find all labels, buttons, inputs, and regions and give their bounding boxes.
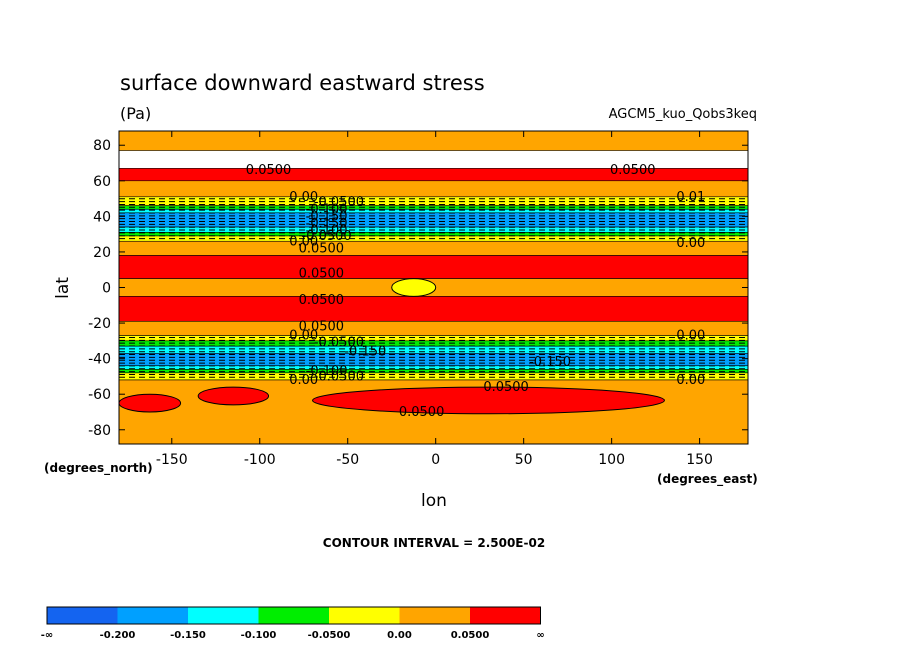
- contour-label: -0.150: [529, 355, 571, 370]
- x-axis-label: lon: [421, 491, 447, 511]
- level-band: [119, 240, 748, 256]
- colorbar-swatch: [117, 607, 188, 624]
- contour-label: -0.100: [306, 202, 348, 217]
- contour-region: [312, 386, 665, 415]
- level-band: [119, 212, 748, 228]
- contour-label: 0.0500: [299, 241, 345, 256]
- colorbar-swatch: [188, 607, 259, 624]
- y-tick-label: 40: [93, 209, 111, 225]
- contour-label: 0.0500: [299, 320, 345, 335]
- axes: -150 -100 -50 0 50 100 150 80 60 40 20 0 -20 -40 -60 -8…: [88, 131, 748, 468]
- contour-label: 0.0500: [399, 405, 445, 420]
- contour-region: [119, 393, 182, 413]
- colorbar-swatch: [329, 607, 400, 624]
- colorbar-swatch: [258, 607, 329, 624]
- contour-label: -0.150: [306, 209, 348, 224]
- colorbar-label: -0.150: [170, 630, 206, 641]
- colorbar-label: 0.00: [387, 630, 412, 641]
- x-tick-label: 0: [431, 452, 440, 468]
- contour-field: [119, 131, 748, 444]
- colorbar-frame: [46, 606, 541, 625]
- y-axis-label: lat: [53, 277, 73, 299]
- contour-label: -0.0500: [314, 369, 364, 384]
- x-tick-label: 50: [515, 452, 533, 468]
- contour-label: -0.150: [306, 216, 348, 231]
- contour-label: 0.01: [676, 190, 705, 205]
- level-band: [119, 180, 748, 198]
- contour-label: 0.00: [676, 329, 705, 344]
- contour-label: 0.0500: [299, 293, 345, 308]
- contour-label: 0.00: [676, 373, 705, 388]
- y-tick-label: -80: [88, 423, 111, 439]
- contour-label: -0.150: [344, 345, 386, 360]
- contour-label: 0.00: [289, 190, 318, 205]
- x-tick-label: -150: [156, 452, 188, 468]
- dataset-label: AGCM5_kuo_Qobs3keq: [609, 107, 757, 122]
- contour-label: -0.100: [306, 224, 348, 239]
- contour-label: 0.0500: [299, 266, 345, 281]
- colorbar-swatch: [399, 607, 470, 624]
- contour-interval: CONTOUR INTERVAL = 2.500E-02: [323, 536, 545, 550]
- contour-label: 0.0500: [246, 163, 292, 178]
- colorbar-label: -0.200: [100, 630, 136, 641]
- level-band: [119, 369, 748, 374]
- x-tick-label: -100: [244, 452, 276, 468]
- colorbar-label: -0.0500: [308, 630, 351, 641]
- contour-label: 0.00: [289, 329, 318, 344]
- contour-label: 0.0500: [483, 380, 529, 395]
- colorbar-label: -∞: [41, 630, 53, 641]
- y-unit-note: (degrees_north): [44, 461, 153, 476]
- contour-region: [197, 386, 270, 406]
- colorbar: -∞ -0.200 -0.150 -0.100 -0.0500 0.00 0.0500 ∞: [41, 606, 545, 641]
- y-tick-label: 20: [93, 245, 111, 261]
- colorbar-label: -0.100: [241, 630, 277, 641]
- colorbar-swatch: [470, 607, 541, 624]
- contour-label: 0.00: [289, 373, 318, 388]
- level-band: [119, 131, 748, 151]
- y-tick-label: -20: [88, 316, 111, 332]
- y-tick-label: 80: [93, 138, 111, 154]
- colorbar-swatch: [47, 607, 118, 624]
- level-band: [119, 296, 748, 322]
- contour-label: 0.0500: [610, 163, 656, 178]
- level-band: [119, 372, 748, 381]
- contour-label: 0.00: [289, 234, 318, 249]
- x-tick-label: 150: [686, 452, 713, 468]
- contour-region: [391, 278, 437, 297]
- x-tick-label: -50: [336, 452, 359, 468]
- y-tick-label: -40: [88, 352, 111, 368]
- units-label: (Pa): [120, 104, 151, 123]
- chart-title: surface downward eastward stress: [120, 71, 485, 95]
- y-tick-label: 60: [93, 174, 111, 190]
- level-band: [119, 255, 748, 279]
- contour-label: -0.0500: [314, 336, 364, 351]
- level-band: [119, 320, 748, 336]
- contour-label: 0.00: [676, 236, 705, 251]
- level-band: [119, 353, 748, 367]
- x-tick-label: 100: [598, 452, 625, 468]
- x-unit-note: (degrees_east): [657, 472, 758, 487]
- colorbar-label: 0.0500: [451, 630, 490, 641]
- y-tick-label: -60: [88, 387, 111, 403]
- contour-label: -0.0500: [314, 195, 364, 210]
- contour-labels: 0.0500 0.05000.00-0.0500-0.100-0.150-0.15…: [246, 163, 705, 420]
- contour-label: -0.0500: [302, 229, 352, 244]
- y-tick-label: 0: [102, 281, 111, 297]
- level-band: [119, 345, 748, 354]
- colorbar-label: ∞: [536, 630, 544, 641]
- contour-label: -0.100: [306, 364, 348, 379]
